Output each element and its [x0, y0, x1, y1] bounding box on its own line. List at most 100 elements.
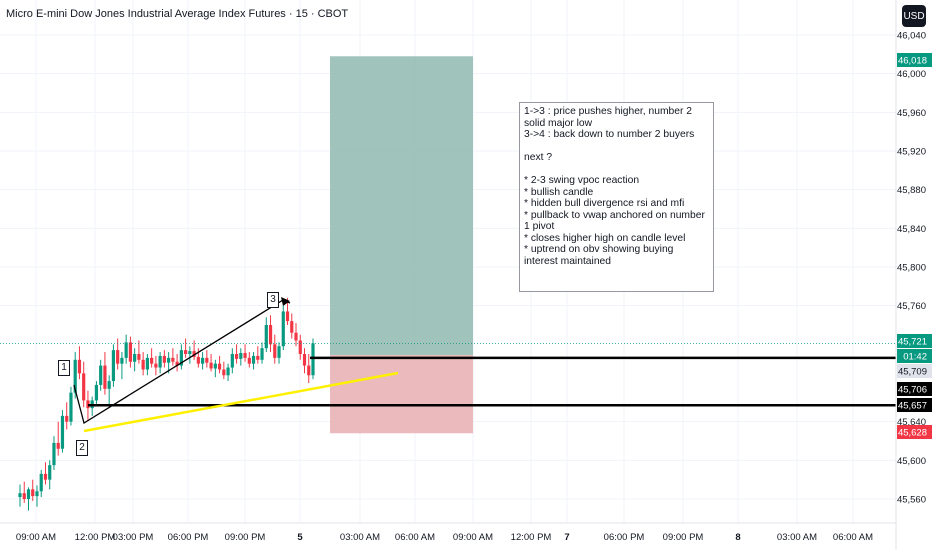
candle-body — [234, 354, 239, 359]
candle-body — [65, 415, 69, 422]
candle-body — [94, 384, 99, 401]
x-tick-label: 09:00 AM — [16, 532, 56, 543]
y-tick-label: 45,960 — [897, 108, 926, 119]
price-tag — [897, 382, 932, 396]
x-tick-label: 03:00 AM — [340, 532, 380, 543]
candle-body — [52, 442, 56, 466]
candle-body — [137, 354, 141, 360]
candle-body — [158, 355, 162, 368]
candle-body — [99, 365, 103, 385]
candle-body — [73, 359, 77, 393]
candle-body — [264, 325, 268, 349]
candle-body — [184, 350, 188, 354]
drawings-group — [0, 297, 896, 433]
x-tick-label: 03:00 PM — [113, 532, 154, 543]
x-tick-label: 8 — [735, 532, 740, 543]
candle-body — [294, 332, 298, 341]
note-line: * uptrend on obv showing buying interest… — [524, 244, 674, 267]
candle-body — [43, 473, 48, 480]
candle-body — [217, 363, 222, 370]
y-tick-label: 45,840 — [897, 224, 926, 235]
candle-body — [179, 350, 183, 366]
candle-body — [167, 357, 171, 363]
currency-button[interactable]: USD — [902, 5, 926, 27]
x-tick-label: 06:00 PM — [604, 532, 645, 543]
analysis-note[interactable]: 1->3 : price pushes higher, number 2 sol… — [519, 102, 714, 292]
candle-body — [60, 415, 65, 449]
y-tick-label: 45,600 — [897, 456, 926, 467]
note-line — [524, 141, 709, 153]
note-line: * closes higher high on candle level — [524, 232, 686, 244]
candle-body — [56, 442, 60, 449]
price-tag-label: 45,628 — [898, 428, 927, 439]
candle-body — [154, 363, 158, 368]
candle-body — [133, 354, 137, 362]
candle-body — [247, 357, 251, 364]
candle-body — [150, 357, 154, 364]
pivot-label-1[interactable]: 1 — [58, 360, 70, 376]
candle-body — [26, 489, 31, 499]
x-tick-label: 06:00 AM — [395, 532, 435, 543]
price-tag — [897, 398, 932, 412]
chart-title: Micro E-mini Dow Jones Industrial Averag… — [6, 8, 349, 20]
candle-body — [290, 321, 294, 333]
candle-body — [230, 354, 234, 368]
x-tick-label: 06:00 AM — [833, 532, 873, 543]
candle-body — [281, 311, 285, 347]
note-line: * 2-3 swing vpoc reaction — [524, 175, 640, 186]
y-tick-label: 45,800 — [897, 263, 926, 274]
y-tick-label: 45,560 — [897, 495, 926, 506]
candle-body — [103, 365, 107, 389]
x-tick-label: 09:00 PM — [225, 532, 266, 543]
candle-body — [251, 355, 256, 364]
candle-body — [226, 367, 230, 376]
y-tick-label: 46,000 — [897, 69, 926, 80]
note-line: * hidden bull divergence rsi and mfi — [524, 198, 685, 209]
candle-body — [124, 342, 128, 358]
position-stop-zone[interactable] — [330, 354, 473, 434]
x-tick-label: 09:00 AM — [453, 532, 493, 543]
y-tick-label: 45,880 — [897, 185, 926, 196]
candle-body — [277, 346, 281, 358]
note-line: * bullish candle — [524, 186, 594, 198]
candle-body — [256, 355, 260, 360]
price-tag-label: 45,709 — [898, 367, 927, 378]
candle-body — [39, 473, 43, 492]
candle-body — [128, 342, 133, 362]
candle-body — [222, 369, 226, 376]
candle-body — [86, 400, 90, 409]
candle-body — [196, 356, 200, 364]
candle-body — [145, 357, 149, 370]
position-target-zone[interactable] — [330, 56, 473, 355]
candle-body — [192, 351, 196, 357]
price-tag — [897, 334, 932, 348]
candle-body — [311, 343, 315, 376]
candle-body — [213, 363, 217, 369]
note-line: 1->3 : price pushes higher, number 2 sol… — [524, 106, 692, 129]
candle-body — [141, 359, 145, 370]
candle-body — [239, 353, 243, 359]
x-tick-label: 7 — [564, 532, 569, 543]
price-tag-label: 45,657 — [898, 401, 927, 412]
pivot-label-3[interactable]: 3 — [267, 292, 279, 308]
price-tag — [897, 425, 932, 439]
price-tag-label: 45,706 — [898, 385, 927, 396]
candle-body — [120, 357, 124, 364]
price-tag — [897, 349, 932, 363]
note-line: next ? — [524, 152, 553, 163]
candle-body — [31, 489, 35, 497]
pivot-label-2[interactable]: 2 — [76, 440, 88, 456]
candle-body — [35, 491, 39, 497]
candle-body — [243, 353, 247, 358]
candle-body — [285, 311, 290, 322]
candle-body — [298, 340, 302, 354]
candle-body — [162, 355, 166, 363]
note-line: 3->4 : back down to number 2 buyers — [524, 129, 695, 140]
x-tick-label: 09:00 PM — [663, 532, 704, 543]
candle-body — [188, 351, 192, 354]
candle-body — [260, 348, 264, 360]
candle-body — [77, 359, 82, 374]
note-line: * pullback to vwap anchored on number 1 … — [524, 209, 705, 233]
